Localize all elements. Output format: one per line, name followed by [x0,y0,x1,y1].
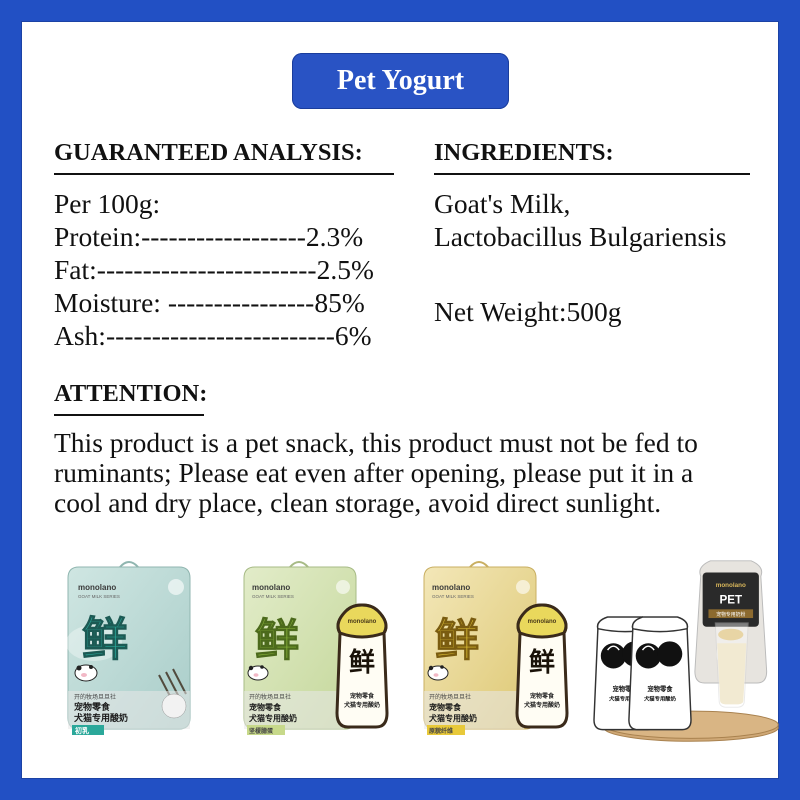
svg-text:宠物零食: 宠物零食 [530,692,555,700]
svg-text:犬猫专用酸奶: 犬猫专用酸奶 [343,701,380,709]
svg-text:鲜: 鲜 [435,616,479,665]
svg-text:GOAT MILK SERIES: GOAT MILK SERIES [78,594,120,599]
svg-text:开的牧场旦旦社: 开的牧场旦旦社 [74,693,116,701]
svg-text:宠物零食: 宠物零食 [647,684,673,693]
svg-text:宠物零食: 宠物零食 [249,702,282,712]
svg-text:monolano: monolano [252,583,290,592]
svg-text:原貌纤维: 原貌纤维 [429,727,453,735]
svg-text:开的牧场旦旦社: 开的牧场旦旦社 [429,693,471,701]
svg-text:宠物零食: 宠物零食 [350,692,375,700]
svg-text:宠物零食: 宠物零食 [429,702,462,712]
svg-text:宠物零食: 宠物零食 [74,701,111,712]
svg-text:monolano: monolano [716,582,746,589]
svg-text:犬猫专用酸奶: 犬猫专用酸奶 [73,712,128,723]
svg-text:犬猫专用酸奶: 犬猫专用酸奶 [523,701,560,709]
svg-text:宠物专用奶粉: 宠物专用奶粉 [716,611,745,618]
svg-text:monolano: monolano [78,583,116,592]
svg-text:GOAT MILK SERIES: GOAT MILK SERIES [252,594,294,599]
svg-text:鲜: 鲜 [349,647,375,677]
svg-text:monolano: monolano [528,619,557,625]
svg-text:坚榎臆蛋: 坚榎臆蛋 [249,727,274,735]
svg-text:鲜: 鲜 [82,613,128,665]
svg-text:monolano: monolano [348,619,377,625]
svg-text:初乳: 初乳 [75,726,89,735]
svg-text:PET: PET [719,594,742,607]
svg-text:鲜: 鲜 [255,616,299,665]
svg-text:犬猫专用酸奶: 犬猫专用酸奶 [248,713,297,723]
svg-text:开的牧场旦旦社: 开的牧场旦旦社 [249,693,291,701]
svg-text:GOAT MILK SERIES: GOAT MILK SERIES [432,594,474,599]
svg-text:monolano: monolano [432,583,470,592]
svg-text:犬猫专用酸奶: 犬猫专用酸奶 [428,713,477,723]
svg-text:鲜: 鲜 [529,647,555,677]
svg-text:犬猫专用酸奶: 犬猫专用酸奶 [644,695,677,703]
